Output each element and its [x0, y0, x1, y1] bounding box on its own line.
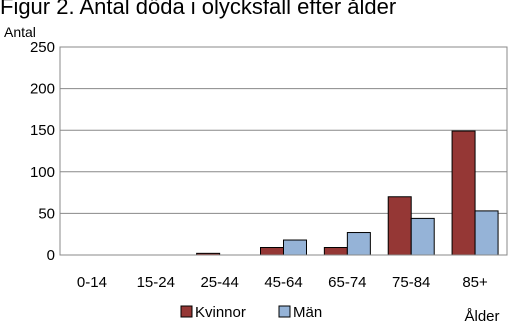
- y-tick-label: 200: [30, 81, 55, 98]
- x-tick-label: 65-74: [328, 274, 366, 291]
- bar-man-85+: [474, 210, 499, 256]
- x-tick-labels: 0-14 15-24 25-44 45-64 65-74 75-84 85+: [77, 274, 488, 291]
- x-tick-label: 25-44: [200, 274, 238, 291]
- bar-man-65-74: [346, 232, 371, 256]
- y-tick-label: 50: [38, 205, 55, 222]
- bar-man-75-84: [410, 217, 435, 256]
- x-tick-label: 45-64: [264, 274, 302, 291]
- bar-kvinnor-75-84: [387, 196, 412, 256]
- chart-title: Figur 2. Antal döda i olycksfall efter å…: [0, 0, 397, 19]
- y-tick-labels: 0 50 100 150 200 250: [30, 39, 55, 264]
- x-tick-label: 0-14: [77, 274, 107, 291]
- bar-kvinnor-65-74: [323, 247, 348, 256]
- x-tick-label: 75-84: [392, 274, 430, 291]
- legend-label: Kvinnor: [195, 304, 246, 321]
- y-tick-label: 100: [30, 164, 55, 181]
- y-tick-label: 0: [47, 247, 55, 264]
- y-tick-label: 250: [30, 39, 55, 56]
- x-tick-label: 15-24: [137, 274, 175, 291]
- bar-kvinnor-45-64: [260, 247, 284, 256]
- y-tick-label: 150: [30, 122, 55, 139]
- bar-man-45-64: [283, 239, 307, 256]
- bar-kvinnor-85+: [451, 130, 476, 256]
- plot-frame: [59, 46, 508, 256]
- legend-label: Män: [293, 304, 322, 321]
- x-tick-label: 85+: [462, 274, 488, 291]
- legend-swatch: [180, 305, 193, 318]
- y-axis-label: Antal: [4, 24, 36, 40]
- x-axis-label: Ålder: [464, 308, 499, 325]
- legend: Kvinnor Män: [180, 304, 322, 321]
- legend-swatch: [278, 305, 291, 318]
- gridlines: [60, 46, 507, 256]
- bars: [196, 130, 499, 256]
